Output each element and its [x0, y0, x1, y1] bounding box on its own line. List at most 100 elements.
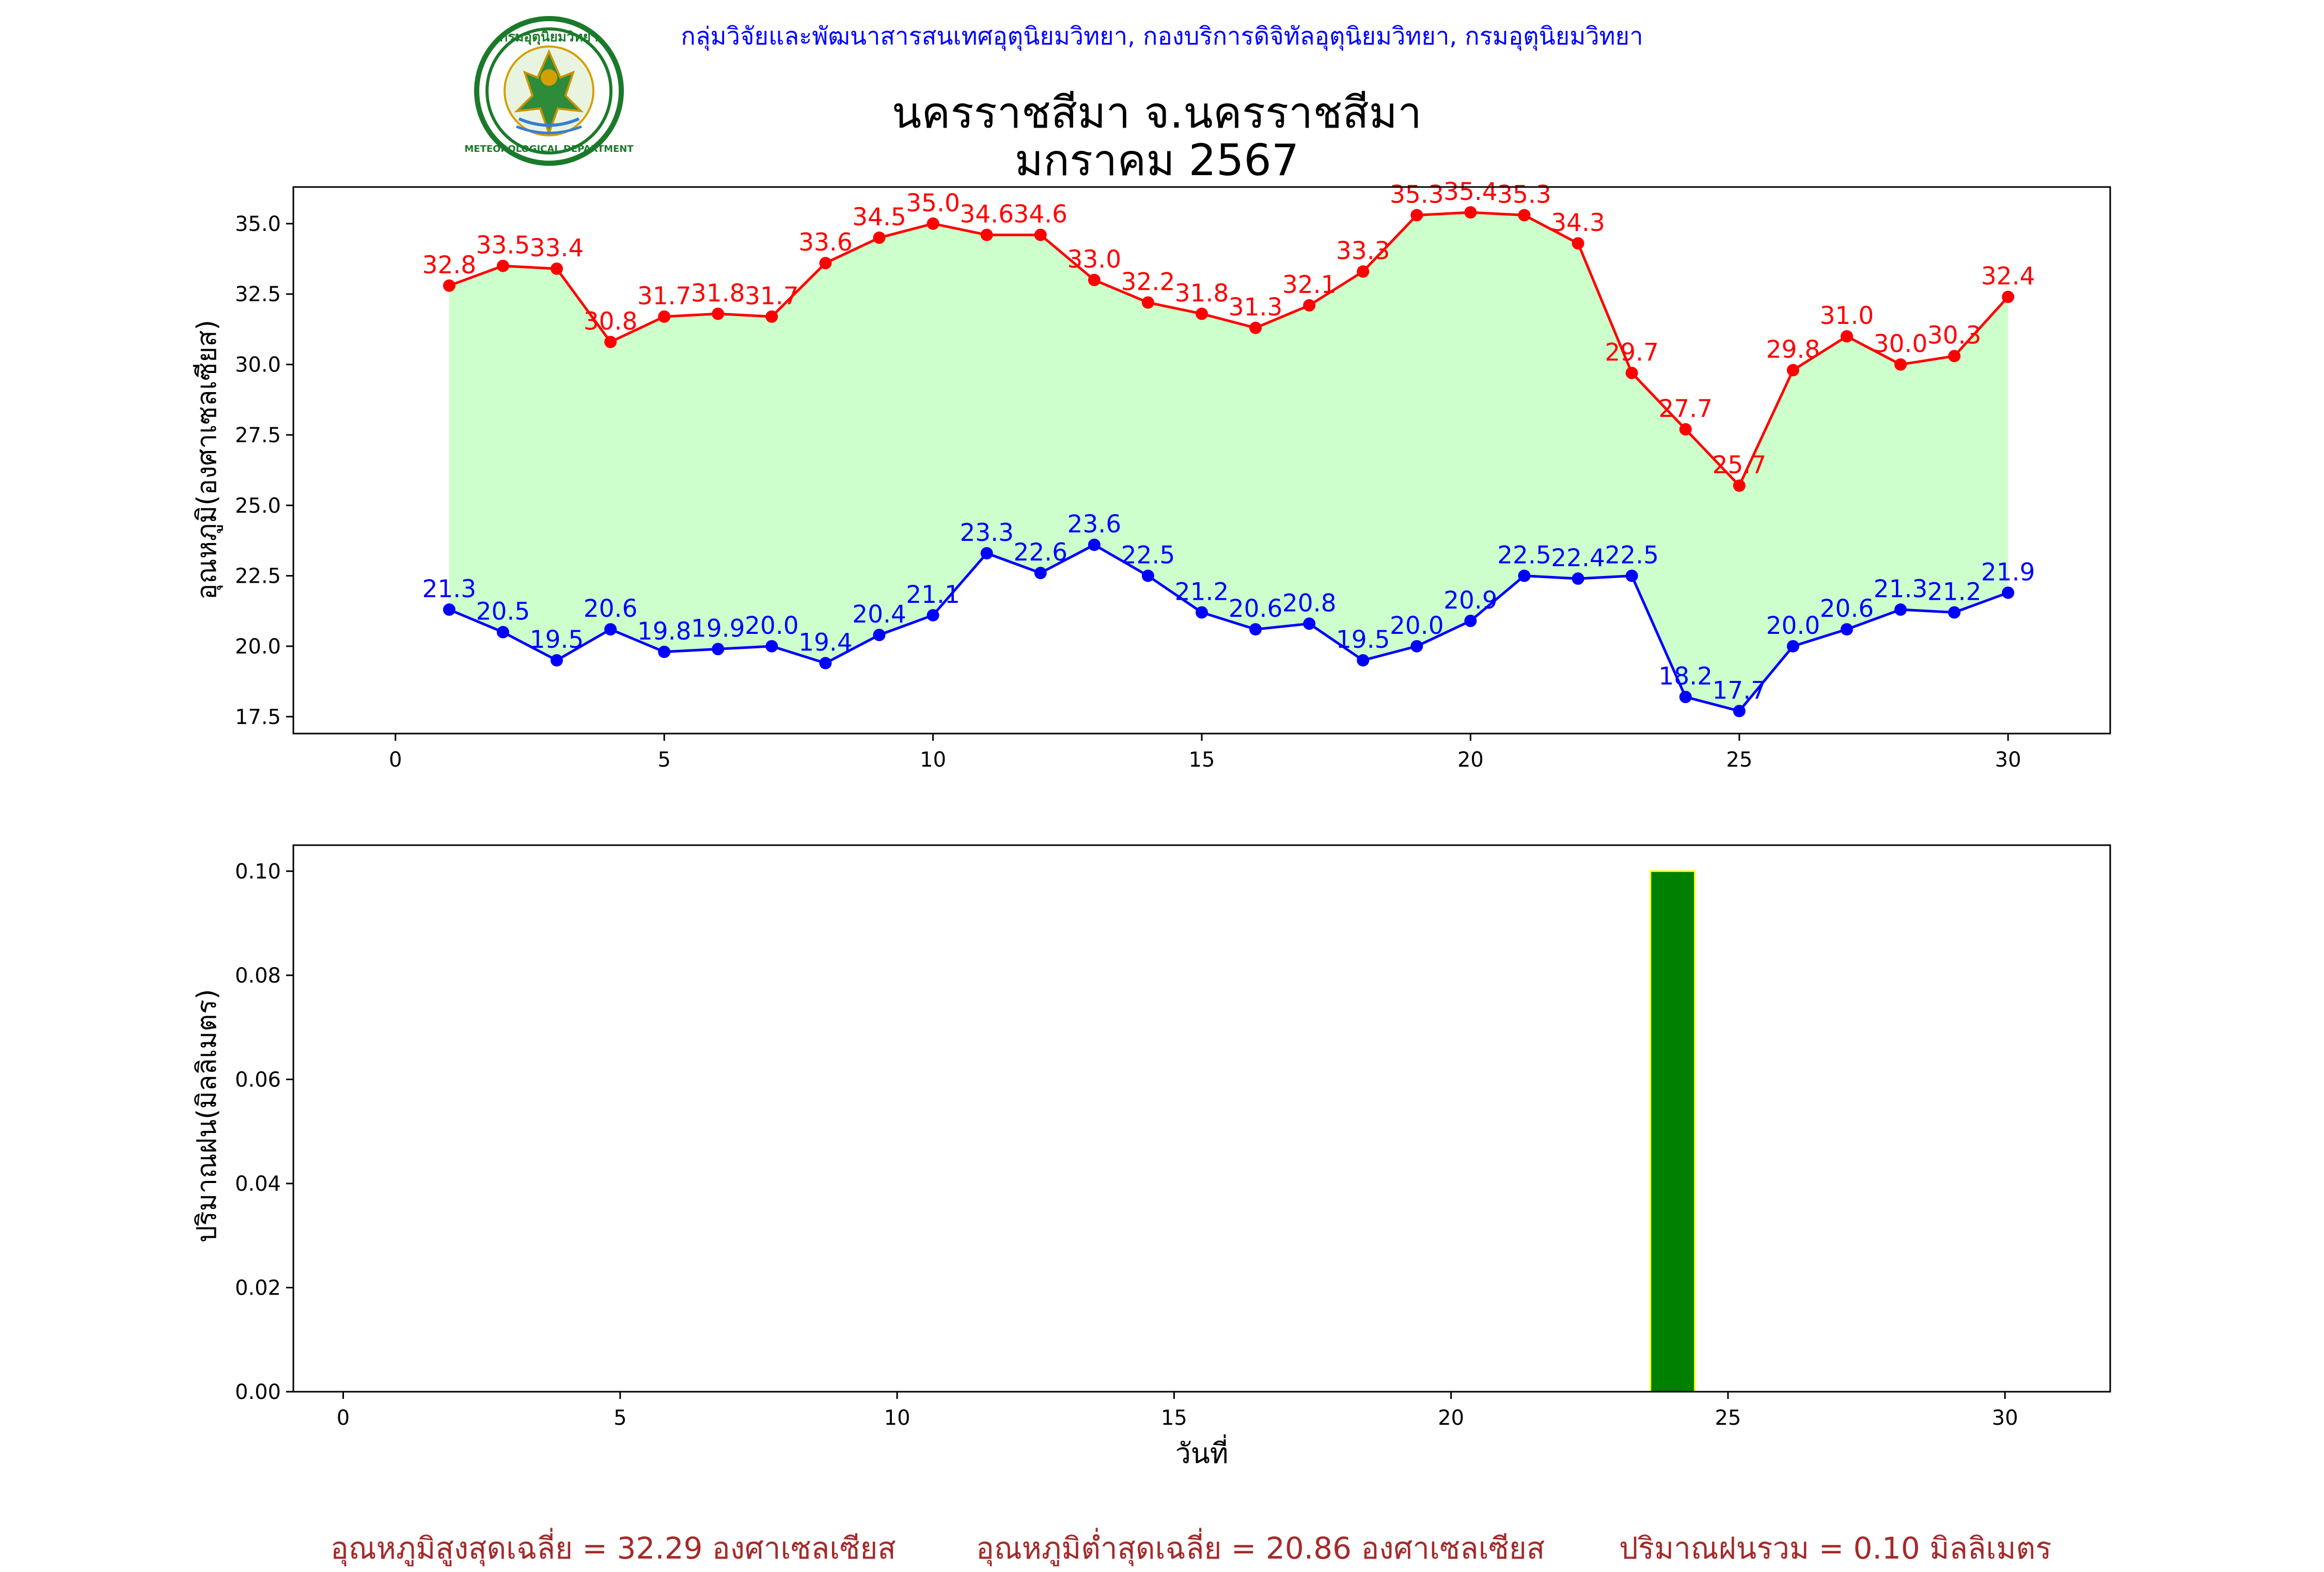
max-temperature-point: [496, 259, 509, 272]
max-temperature-label: 30.0: [1874, 330, 1928, 359]
rainfall-x-tick-label: 20: [1438, 1406, 1464, 1430]
rainfall-y-tick-label: 0.00: [235, 1380, 281, 1404]
rainfall-y-tick-label: 0.04: [235, 1172, 281, 1196]
logo-caption-top: กรมอุตุนิยมวิทยา: [499, 29, 598, 45]
max-temperature-point: [1088, 273, 1101, 286]
max-temperature-label: 33.6: [798, 228, 853, 257]
min-temperature-label: 21.9: [1981, 558, 2035, 586]
max-temperature-point: [1034, 228, 1047, 241]
tmd-logo: กรมอุตุนิยมวิทยา METEOROLOGICAL DEPARTME…: [464, 16, 634, 166]
min-temperature-label: 17.7: [1713, 676, 1767, 705]
min-temperature-point: [1196, 606, 1208, 619]
max-temperature-label: 35.0: [906, 189, 960, 217]
max-temperature-point: [927, 217, 939, 230]
max-temperature-label: 32.2: [1121, 268, 1175, 297]
min-temperature-point: [1410, 640, 1423, 652]
max-temperature-label: 35.4: [1443, 178, 1498, 206]
rainfall-y-tick-label: 0.10: [235, 860, 281, 883]
max-temperature-point: [443, 279, 456, 292]
max-temperature-label: 35.3: [1390, 181, 1444, 209]
max-temperature-point: [1141, 296, 1154, 309]
temperature-y-tick-label: 35.0: [235, 212, 281, 236]
min-temperature-line: [448, 543, 2009, 713]
min-temperature-point: [1948, 606, 1961, 619]
min-temperature-label: 23.3: [960, 519, 1014, 547]
avg-min-temperature: อุณหภูมิต่ำสุดเฉลี่ย = 20.86 องศาเซลเซีย…: [976, 1531, 1545, 1566]
min-temperature-point: [1518, 569, 1531, 582]
max-temperature-point: [1518, 209, 1531, 222]
agency-line: กลุ่มวิจัยและพัฒนาสารสนเทศอุตุนิยมวิทยา,…: [681, 22, 1643, 51]
rainfall-x-tick-label: 0: [337, 1406, 350, 1430]
min-temperature-label: 20.0: [1766, 612, 1820, 640]
max-temperature-label: 27.7: [1658, 395, 1713, 423]
min-temperature-label: 21.1: [906, 581, 960, 609]
total-rainfall: ปริมาณฝนรวม = 0.10 มิลลิเมตร: [1619, 1531, 2052, 1566]
avg-max-temperature: อุณหภูมิสูงสุดเฉลี่ย = 32.29 องศาเซลเซีย…: [331, 1531, 896, 1566]
rainfall-y-tick-label: 0.02: [235, 1276, 281, 1300]
max-temperature-point: [551, 262, 563, 275]
rainfall-x-axis-label: วันที่: [1175, 1434, 1229, 1470]
max-temperature-label: 30.3: [1927, 321, 1982, 350]
temperature-x-tick-label: 10: [920, 748, 946, 772]
min-temperature-point: [1249, 623, 1262, 636]
max-temperature-point: [1303, 299, 1316, 312]
temperature-x-tick-label: 30: [1995, 748, 2021, 772]
month-title: มกราคม 2567: [1014, 135, 1299, 185]
max-temperature-point: [980, 228, 993, 241]
rainfall-x-tick-label: 5: [614, 1406, 626, 1430]
min-temperature-label: 22.5: [1605, 541, 1659, 570]
rainfall-y-axis-label: ปริมาณฝน(มิลลิเมตร): [192, 989, 223, 1242]
temperature-x-tick-label: 20: [1457, 748, 1484, 772]
max-temperature-label: 31.8: [1175, 279, 1229, 307]
min-temperature-label: 19.4: [798, 629, 853, 657]
max-temperature-point: [1249, 321, 1262, 334]
min-temperature-label: 20.6: [584, 595, 638, 623]
rainfall-bar: [1650, 870, 1696, 1393]
min-temperature-point: [980, 547, 993, 559]
max-temperature-line: [448, 211, 2009, 488]
temperature-y-tick-label: 20.0: [235, 635, 281, 659]
max-temperature-point: [1410, 209, 1423, 222]
rainfall-x-tick-label: 30: [1992, 1406, 2018, 1430]
min-temperature-label: 20.5: [476, 598, 530, 626]
max-temperature-label: 31.0: [1820, 302, 1874, 330]
min-temperature-label: 23.6: [1067, 510, 1122, 539]
min-temperature-label: 20.0: [745, 612, 799, 640]
min-temperature-label: 19.9: [691, 614, 745, 643]
max-temperature-point: [873, 231, 886, 244]
rainfall-chart: 0 5 10 15 20 25 30 0.00 0.02 0.04 0.06 0.08 0.10 ปร…: [192, 844, 2111, 1470]
min-temperature-point: [443, 603, 456, 616]
min-temperature-point: [765, 640, 778, 652]
max-temperature-point: [1948, 350, 1961, 363]
min-temperature-point: [1303, 617, 1316, 630]
max-temperature-point: [765, 310, 778, 323]
min-temperature-label: 22.5: [1497, 541, 1551, 570]
min-temperature-label: 21.2: [1927, 578, 1982, 606]
temperature-y-axis-label: อุณหภูมิ(องศาเซลเซียส): [192, 320, 223, 600]
temperature-x-tick-label: 5: [657, 748, 670, 772]
max-temperature-point: [1357, 265, 1370, 278]
min-temperature-point: [1786, 640, 1799, 652]
temperature-y-tick-label: 25.0: [235, 494, 281, 518]
max-temperature-point: [712, 307, 725, 320]
min-temperature-label: 20.6: [1820, 595, 1874, 623]
temperature-chart: 32.833.5 33.430.831.7 31.8 31.733.634.5 35.0…: [192, 178, 2111, 772]
max-temperature-label: 25.7: [1713, 451, 1767, 479]
max-temperature-label: 32.4: [1981, 262, 2035, 291]
min-temperature-point: [1034, 567, 1047, 580]
max-temperature-point: [1840, 330, 1853, 343]
temperature-y-tick-label: 32.5: [235, 283, 281, 306]
min-temperature-label: 19.5: [1336, 626, 1390, 654]
max-temperature-label: 33.4: [530, 234, 584, 262]
max-temperature-label: 31.7: [745, 282, 799, 310]
min-temperature-label: 20.8: [1282, 589, 1337, 617]
max-temperature-point: [819, 257, 832, 270]
min-temperature-point: [1840, 623, 1853, 636]
rainfall-y-tick-label: 0.08: [235, 964, 281, 988]
min-temperature-point: [496, 626, 509, 639]
max-temperature-label: 32.1: [1282, 271, 1337, 299]
min-temperature-point: [551, 654, 563, 667]
max-temperature-label: 30.8: [584, 307, 638, 336]
max-temperature-point: [2002, 290, 2015, 303]
